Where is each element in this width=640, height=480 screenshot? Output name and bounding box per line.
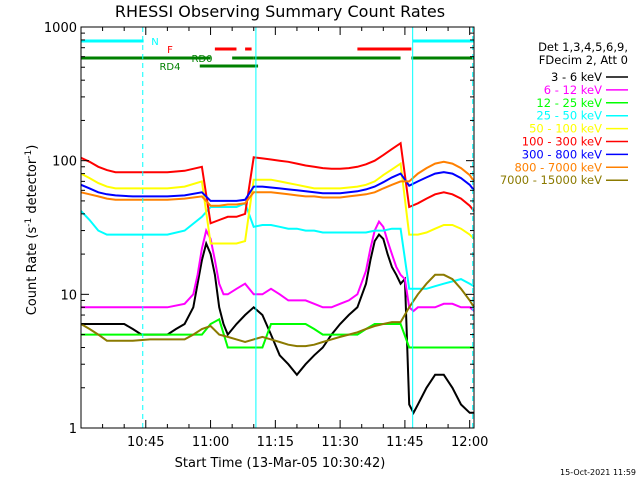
x-tick-label-5: 12:00 xyxy=(451,435,488,450)
legend-label-8: 7000 - 15000 keV xyxy=(500,173,602,187)
series-line-0 xyxy=(81,233,474,415)
legend-label-5: 100 - 300 keV xyxy=(522,135,602,149)
series-line-4 xyxy=(80,161,475,245)
chart-title: RHESSI Observing Summary Count Rates xyxy=(115,2,445,21)
series-line-3 xyxy=(80,201,475,290)
legend-label-4: 50 - 100 keV xyxy=(529,122,602,136)
series-line-6 xyxy=(80,171,475,202)
x-tick-label-4: 11:45 xyxy=(386,435,423,450)
y-tick-label-2: 100 xyxy=(52,155,77,170)
plot-frame xyxy=(80,26,475,429)
x-tick-label-3: 11:30 xyxy=(321,435,358,450)
time-markers xyxy=(142,27,474,428)
y-tick-label-0: 1 xyxy=(69,422,77,437)
flag-label-rd0: RD0 xyxy=(191,54,212,65)
legend-label-1: 6 - 12 keV xyxy=(544,83,602,97)
y-tick-label-1: 10 xyxy=(60,288,77,303)
series-line-5 xyxy=(80,141,475,225)
legend-header-decimation: FDecim 2, Att 0 xyxy=(539,53,628,67)
legend: Det 1,3,4,5,6,9, FDecim 2, Att 0 3 - 6 k… xyxy=(500,40,628,187)
x-tick-label-2: 11:15 xyxy=(257,435,294,450)
x-tick-label-1: 11:00 xyxy=(192,435,229,450)
observing-flags: NF RD0 RD4 xyxy=(81,37,474,73)
legend-label-2: 12 - 25 keV xyxy=(536,96,602,110)
legend-label-3: 25 - 50 keV xyxy=(536,109,602,123)
x-tick-label-0: 10:45 xyxy=(127,435,164,450)
flag-label-rd4: RD4 xyxy=(159,62,180,73)
y-axis-label: Count Rate (s-1 detector-1) xyxy=(24,145,40,316)
legend-label-7: 800 - 7000 keV xyxy=(514,160,602,174)
series-line-7 xyxy=(80,160,475,207)
axes: 10:45 11:00 11:15 11:30 11:45 12:00 1 10 100 1000 xyxy=(44,21,489,450)
legend-label-6: 300 - 800 keV xyxy=(522,147,602,161)
series-line-1 xyxy=(81,219,475,313)
series-line-8 xyxy=(80,273,475,348)
legend-header-detectors: Det 1,3,4,5,6,9, xyxy=(538,40,628,54)
flag-label-n: N xyxy=(151,37,158,48)
footer-timestamp: 15-Oct-2021 11:59 xyxy=(560,468,636,477)
series-layer xyxy=(80,141,475,415)
x-axis-label: Start Time (13-Mar-05 10:30:42) xyxy=(175,456,386,471)
flag-label-f: F xyxy=(167,45,173,56)
y-tick-label-3: 1000 xyxy=(44,21,77,36)
legend-label-0: 3 - 6 keV xyxy=(551,70,602,84)
